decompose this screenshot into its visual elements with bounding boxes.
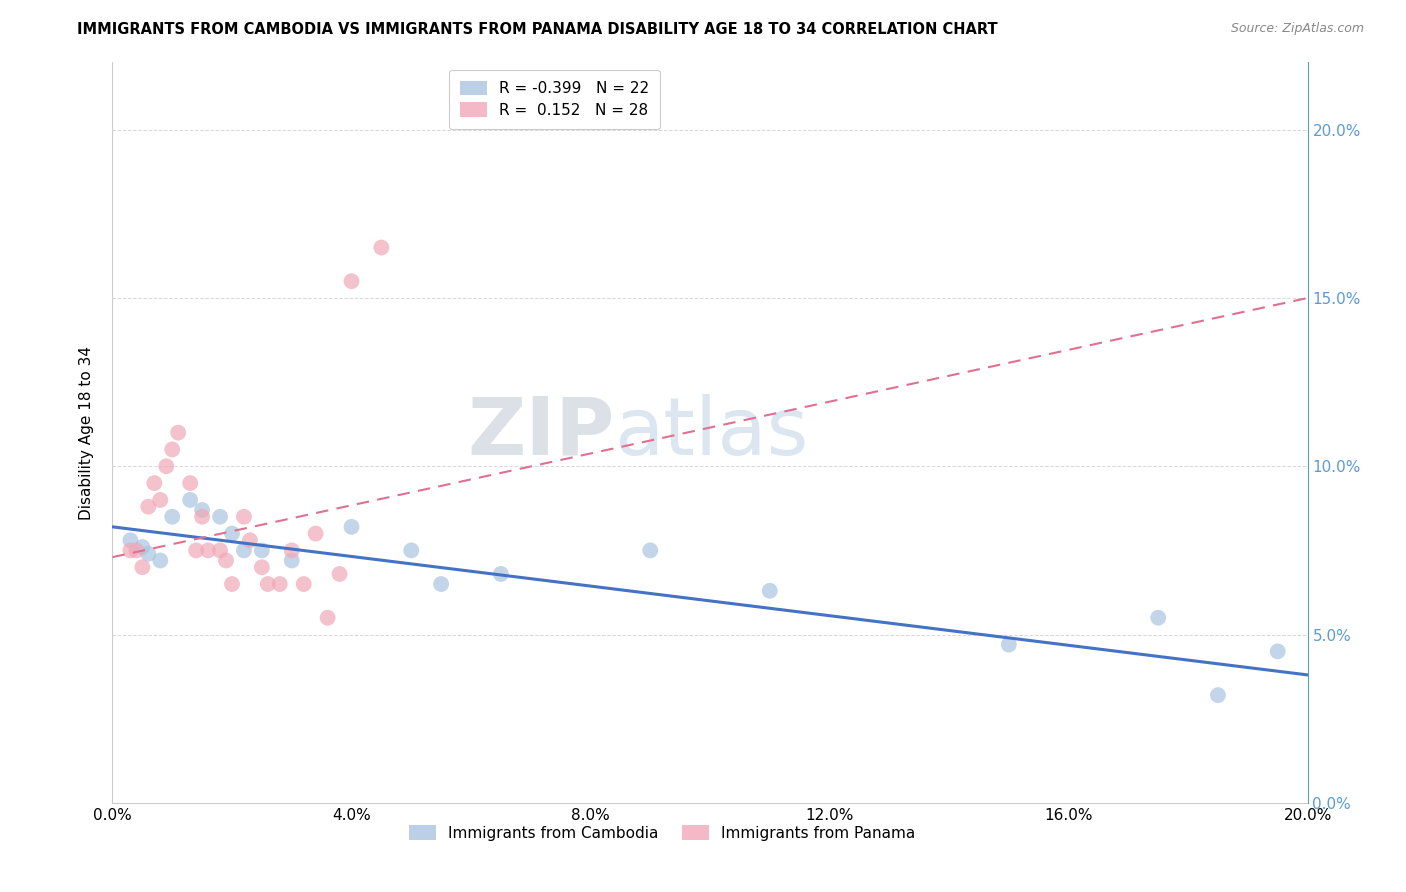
Point xyxy=(239,533,262,548)
Point xyxy=(149,492,172,507)
Point xyxy=(1267,644,1289,658)
Text: ZIP: ZIP xyxy=(467,393,614,472)
Point xyxy=(221,526,243,541)
Point xyxy=(167,425,190,440)
Point xyxy=(149,553,172,567)
Text: Source: ZipAtlas.com: Source: ZipAtlas.com xyxy=(1230,22,1364,36)
Point xyxy=(329,566,352,581)
Point xyxy=(759,583,782,598)
Point xyxy=(221,577,243,591)
Point xyxy=(120,533,142,548)
Point xyxy=(340,274,363,288)
Point xyxy=(250,560,273,574)
Point xyxy=(191,503,214,517)
Point xyxy=(489,566,512,581)
Point xyxy=(640,543,662,558)
Point xyxy=(179,476,201,491)
Point xyxy=(138,547,160,561)
Point xyxy=(215,553,238,567)
Point xyxy=(370,240,392,255)
Text: IMMIGRANTS FROM CAMBODIA VS IMMIGRANTS FROM PANAMA DISABILITY AGE 18 TO 34 CORRE: IMMIGRANTS FROM CAMBODIA VS IMMIGRANTS F… xyxy=(77,22,998,37)
Point xyxy=(143,476,166,491)
Point xyxy=(125,543,148,558)
Point xyxy=(191,509,214,524)
Point xyxy=(131,560,153,574)
Point xyxy=(120,543,142,558)
Point xyxy=(209,543,232,558)
Point xyxy=(162,509,183,524)
Point xyxy=(281,553,304,567)
Point xyxy=(340,520,363,534)
Point xyxy=(209,509,232,524)
Point xyxy=(155,459,177,474)
Point xyxy=(162,442,183,457)
Legend: Immigrants from Cambodia, Immigrants from Panama: Immigrants from Cambodia, Immigrants fro… xyxy=(402,819,922,847)
Point xyxy=(233,509,256,524)
Point xyxy=(1147,610,1170,624)
Point xyxy=(269,577,291,591)
Point xyxy=(179,492,201,507)
Point xyxy=(131,540,153,554)
Point xyxy=(257,577,280,591)
Point xyxy=(305,526,328,541)
Y-axis label: Disability Age 18 to 34: Disability Age 18 to 34 xyxy=(79,345,94,520)
Point xyxy=(430,577,453,591)
Point xyxy=(998,638,1021,652)
Point xyxy=(250,543,273,558)
Point xyxy=(401,543,423,558)
Point xyxy=(1206,688,1229,702)
Point xyxy=(316,610,339,624)
Point xyxy=(233,543,256,558)
Point xyxy=(138,500,160,514)
Point xyxy=(292,577,315,591)
Point xyxy=(281,543,304,558)
Point xyxy=(197,543,219,558)
Text: atlas: atlas xyxy=(614,393,808,472)
Point xyxy=(186,543,208,558)
